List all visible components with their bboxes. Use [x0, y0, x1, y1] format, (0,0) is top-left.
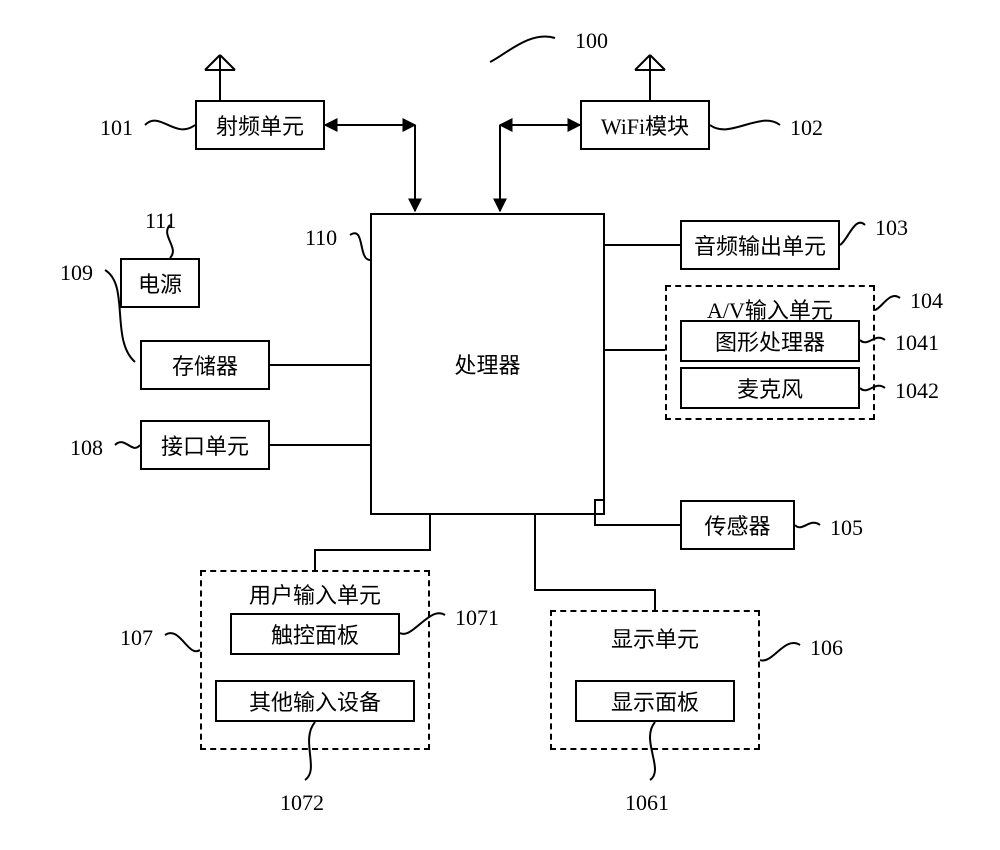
lead-110 — [350, 233, 370, 260]
lead-107 — [165, 633, 200, 651]
ref-1041: 1041 — [895, 330, 939, 356]
antenna-wifi-icon — [635, 55, 665, 100]
processor-label: 处理器 — [454, 348, 520, 380]
lead-101 — [145, 121, 195, 130]
lead-102 — [710, 121, 780, 130]
display-title: 显示单元 — [552, 622, 758, 654]
antenna-rf-icon — [205, 55, 235, 100]
ref-108: 108 — [70, 435, 103, 461]
display-panel-block: 显示面板 — [575, 680, 735, 722]
ref-109: 109 — [60, 260, 93, 286]
processor-block: 处理器 — [370, 213, 605, 515]
audio-out-block: 音频输出单元 — [680, 220, 840, 270]
display-panel-label: 显示面板 — [611, 685, 699, 717]
user-input-group: 用户输入单元 — [200, 570, 430, 750]
line-user-input — [315, 515, 430, 570]
ref-102: 102 — [790, 115, 823, 141]
ref-104: 104 — [910, 288, 943, 314]
memory-block: 存储器 — [140, 340, 270, 390]
interface-block: 接口单元 — [140, 420, 270, 470]
ref-107: 107 — [120, 625, 153, 651]
lead-106 — [760, 643, 800, 661]
lead-105 — [795, 523, 820, 528]
gpu-label: 图形处理器 — [715, 325, 825, 357]
ref-1061: 1061 — [625, 790, 669, 816]
line-display — [535, 515, 655, 610]
rf-unit-label: 射频单元 — [216, 109, 304, 141]
sensor-label: 传感器 — [704, 509, 770, 541]
lead-108 — [115, 442, 140, 448]
ref-101: 101 — [100, 115, 133, 141]
lead-104 — [875, 296, 900, 310]
lead-103 — [840, 223, 865, 245]
touch-panel-label: 触控面板 — [271, 618, 359, 650]
ref-1042: 1042 — [895, 378, 939, 404]
ref-1072: 1072 — [280, 790, 324, 816]
ref-1071: 1071 — [455, 605, 499, 631]
audio-out-label: 音频输出单元 — [694, 229, 826, 261]
power-block: 电源 — [120, 258, 200, 308]
other-input-block: 其他输入设备 — [215, 680, 415, 722]
mic-label: 麦克风 — [737, 372, 803, 404]
sensor-block: 传感器 — [680, 500, 795, 550]
diagram-canvas: 处理器 射频单元 WiFi模块 电源 存储器 接口单元 音频输出单元 传感器 A… — [0, 0, 1000, 850]
ref-106: 106 — [810, 635, 843, 661]
line-sensor — [595, 500, 680, 525]
ref-103: 103 — [875, 215, 908, 241]
wifi-block: WiFi模块 — [580, 100, 710, 150]
rf-unit-block: 射频单元 — [195, 100, 325, 150]
ref-105: 105 — [830, 515, 863, 541]
user-input-title: 用户输入单元 — [202, 578, 428, 610]
memory-label: 存储器 — [172, 349, 238, 381]
mic-block: 麦克风 — [680, 367, 860, 409]
ref-111: 111 — [145, 208, 176, 234]
power-label: 电源 — [138, 267, 182, 299]
ref-110: 110 — [305, 225, 337, 251]
touch-panel-block: 触控面板 — [230, 613, 400, 655]
gpu-block: 图形处理器 — [680, 320, 860, 362]
wifi-label: WiFi模块 — [601, 109, 689, 141]
lead-100 — [490, 36, 555, 62]
other-input-label: 其他输入设备 — [249, 685, 381, 717]
ref-100: 100 — [575, 28, 608, 54]
interface-label: 接口单元 — [161, 429, 249, 461]
